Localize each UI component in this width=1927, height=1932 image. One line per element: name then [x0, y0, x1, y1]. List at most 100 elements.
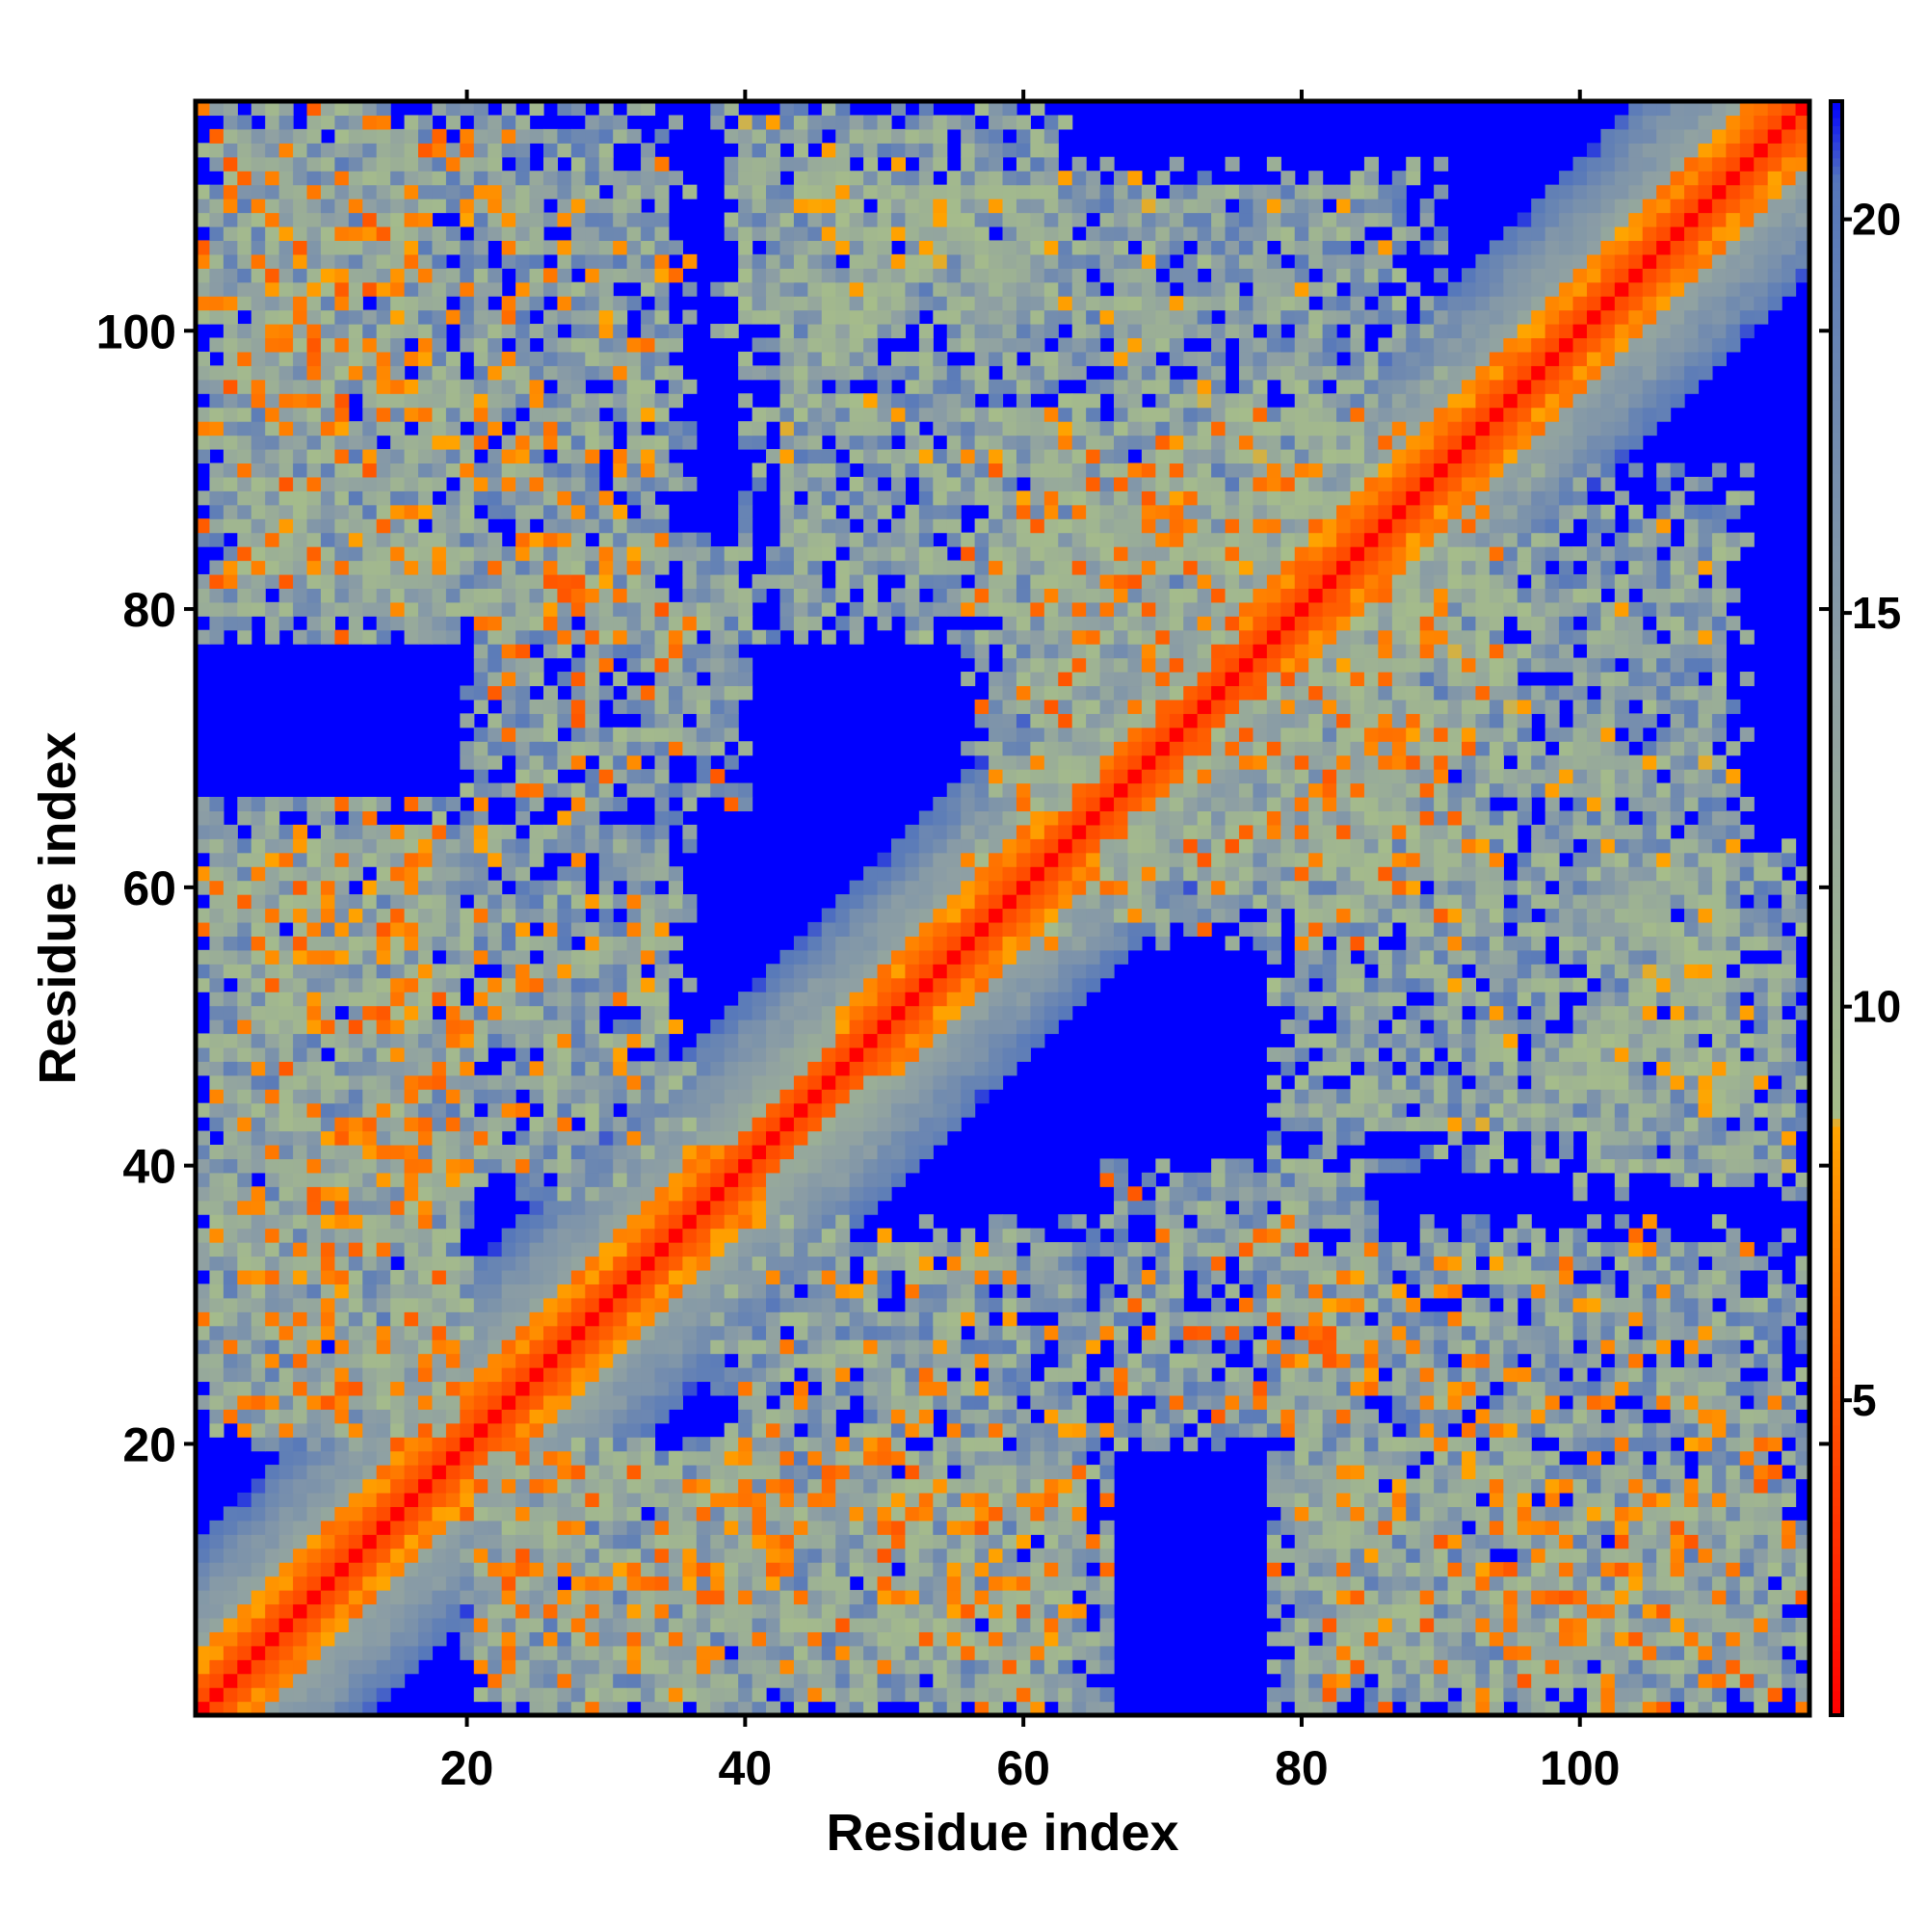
heatmap-cell [1322, 1687, 1337, 1703]
heatmap-cell [209, 964, 224, 979]
heatmap-cell [362, 1089, 378, 1104]
heatmap-cell [905, 1394, 920, 1410]
heatmap-cell [1656, 1437, 1672, 1452]
heatmap-cell [1322, 977, 1337, 992]
heatmap-cell [1684, 1381, 1700, 1396]
heatmap-cell [1656, 1269, 1672, 1284]
heatmap-cell [641, 1325, 656, 1340]
heatmap-cell [598, 1256, 614, 1271]
heatmap-cell [807, 1061, 823, 1076]
heatmap-cell [863, 1130, 879, 1146]
heatmap-cell [390, 1284, 406, 1299]
heatmap-cell [209, 1548, 224, 1563]
heatmap-cell [1419, 977, 1435, 992]
heatmap-cell [598, 1200, 614, 1215]
heatmap-cell [237, 1645, 252, 1660]
heatmap-cell [1684, 1269, 1700, 1284]
heatmap-cell [974, 1046, 990, 1062]
heatmap-cell [542, 1186, 559, 1202]
heatmap-cell [1043, 1631, 1059, 1647]
heatmap-cell [460, 1465, 475, 1480]
heatmap-cell [362, 1256, 378, 1271]
heatmap-cell [432, 1144, 447, 1160]
heatmap-cell [1711, 1117, 1727, 1132]
heatmap-cell [1754, 1339, 1769, 1355]
heatmap-cell [1614, 1130, 1629, 1146]
heatmap-cell [1099, 1422, 1115, 1438]
heatmap-cell [278, 1631, 294, 1647]
heatmap-cell [1308, 1200, 1324, 1215]
heatmap-cell [613, 1046, 628, 1062]
heatmap-cell [1419, 1005, 1435, 1020]
heatmap-cell [1071, 1339, 1087, 1355]
heatmap-cell [641, 1575, 656, 1591]
heatmap-cell [1141, 1422, 1156, 1438]
heatmap-cell [779, 1353, 795, 1368]
heatmap-cell [460, 1450, 475, 1466]
heatmap-cell [1350, 1506, 1365, 1522]
heatmap-cell [724, 1617, 739, 1632]
heatmap-cell [223, 1311, 238, 1327]
heatmap-cell [1434, 1367, 1449, 1383]
heatmap-cell [1280, 1478, 1296, 1494]
heatmap-cell [501, 1158, 516, 1174]
heatmap-cell [1559, 1339, 1574, 1355]
heatmap-cell [1350, 1478, 1365, 1494]
heatmap-cell [793, 1673, 808, 1688]
heatmap-cell [1572, 1353, 1588, 1368]
heatmap-cell [724, 1422, 739, 1438]
heatmap-cell [1391, 1534, 1407, 1549]
heatmap-cell [348, 1548, 363, 1563]
heatmap-cell [501, 1381, 516, 1396]
heatmap-cell [724, 1130, 739, 1146]
heatmap-cell [1030, 1381, 1045, 1396]
heatmap-cell [542, 1061, 559, 1076]
heatmap-cell [1559, 1284, 1574, 1299]
heatmap-cell [766, 1631, 781, 1647]
heatmap-cell [863, 1186, 879, 1202]
heatmap-cell [849, 977, 864, 992]
heatmap-cell [293, 1172, 308, 1187]
heatmap-cell [668, 1061, 683, 1076]
heatmap-cell [501, 1256, 516, 1271]
heatmap-cell [626, 1534, 642, 1549]
heatmap-cell [933, 1311, 948, 1327]
heatmap-cell [557, 1130, 572, 1146]
heatmap-cell [933, 1061, 948, 1076]
heatmap-cell [237, 1102, 252, 1118]
heatmap-cell [237, 1353, 252, 1368]
heatmap-cell [793, 1701, 808, 1716]
heatmap-cell [1391, 1325, 1407, 1340]
heatmap-cell [320, 964, 335, 979]
heatmap-cell [1531, 1562, 1546, 1577]
heatmap-cell [877, 1130, 892, 1146]
heatmap-cell [1711, 977, 1727, 992]
heatmap-cell [473, 1046, 488, 1062]
heatmap-cell [641, 1465, 656, 1480]
heatmap-cell [752, 1673, 767, 1688]
heatmap-cell [418, 1590, 434, 1605]
heatmap-cell [488, 1005, 503, 1020]
heatmap-cell [390, 1158, 406, 1174]
heatmap-cell [1406, 1269, 1421, 1284]
heatmap-cell [1462, 1269, 1477, 1284]
heatmap-cell [1071, 1284, 1087, 1299]
heatmap-cell [1531, 1005, 1546, 1020]
heatmap-cell [1363, 1074, 1379, 1090]
heatmap-cell [1141, 1353, 1156, 1368]
heatmap-cell [585, 1158, 600, 1174]
heatmap-cell [654, 1311, 670, 1327]
heatmap-cell [724, 1311, 739, 1327]
heatmap-cell [1614, 1631, 1629, 1647]
heatmap-cell [1684, 1046, 1700, 1062]
heatmap-cell [933, 977, 948, 992]
heatmap-cell [724, 1144, 739, 1160]
heatmap-cell [1489, 1269, 1504, 1284]
heatmap-cell [1642, 1102, 1657, 1118]
heatmap-cell [1628, 1033, 1644, 1048]
heatmap-cell [390, 1631, 406, 1647]
heatmap-cell [1211, 1242, 1227, 1257]
heatmap-cell [1572, 1520, 1588, 1535]
heatmap-cell [1726, 1284, 1741, 1299]
heatmap-cell [1586, 1046, 1602, 1062]
